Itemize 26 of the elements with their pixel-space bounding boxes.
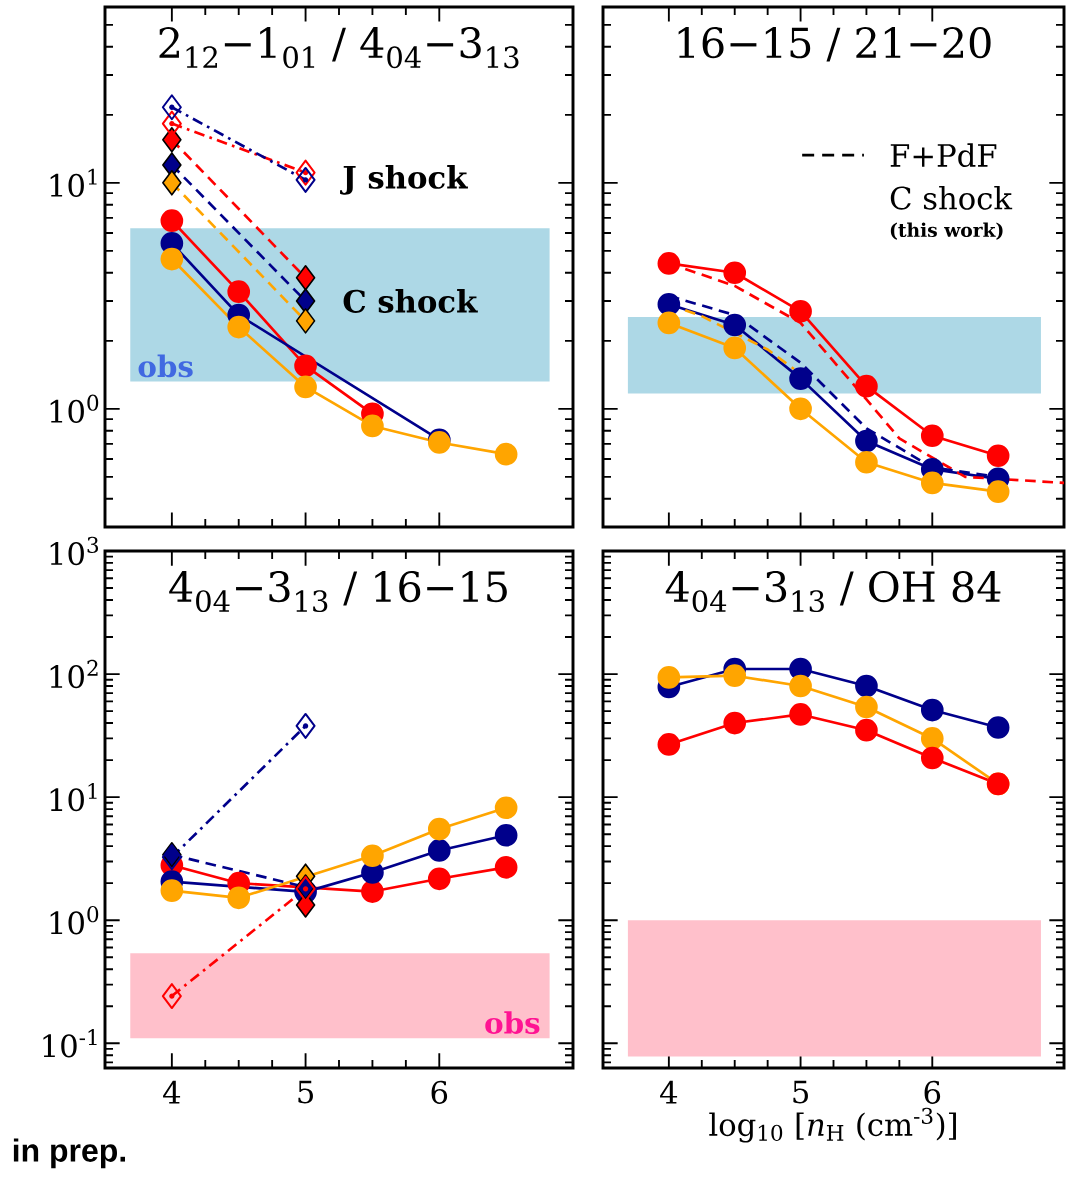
chart-title: 4$_{04}$−3$_{13}$ / OH 84 bbox=[665, 570, 1001, 613]
y-tick-label: 10$^{0}$ bbox=[50, 906, 99, 935]
annotation: F+PdF bbox=[890, 143, 997, 168]
annotation: C shock bbox=[890, 185, 1013, 210]
y-tick-label: 10$^{-1}$ bbox=[43, 1029, 97, 1058]
x-tick-label: 5 bbox=[793, 1080, 808, 1104]
x-tick-label: 4 bbox=[660, 1080, 678, 1104]
x-axis-title: log$_{10}$ [n$_{H}$ (cm$^{-3}$)] bbox=[709, 1107, 956, 1143]
chart-title: 4$_{04}$−3$_{13}$ / 16−15 bbox=[169, 570, 507, 613]
x-tick-label: 6 bbox=[431, 1080, 448, 1104]
x-tick-label: 6 bbox=[924, 1080, 941, 1104]
annotation: J shock bbox=[340, 165, 468, 195]
y-tick-label: 10$^{3}$ bbox=[50, 536, 99, 566]
chart-title: 16−15 / 21−20 bbox=[678, 27, 991, 62]
y-tick-label: 10$^{1}$ bbox=[50, 168, 97, 198]
band-label: obs bbox=[138, 354, 193, 378]
chart-title: 2$_{12}$−1$_{01}$ / 4$_{04}$−3$_{13}$ bbox=[159, 27, 519, 69]
y-tick-label: 10$^{1}$ bbox=[50, 782, 97, 812]
band-label: obs bbox=[485, 1011, 540, 1034]
annotation: C shock bbox=[343, 289, 478, 313]
y-tick-label: 10$^{2}$ bbox=[50, 659, 98, 689]
annotation: (this work) bbox=[890, 222, 1003, 240]
x-tick-label: 5 bbox=[298, 1080, 313, 1104]
y-tick-label: 10$^{0}$ bbox=[50, 394, 99, 424]
text: in prep. bbox=[13, 1138, 126, 1169]
x-tick-label: 4 bbox=[163, 1080, 181, 1104]
